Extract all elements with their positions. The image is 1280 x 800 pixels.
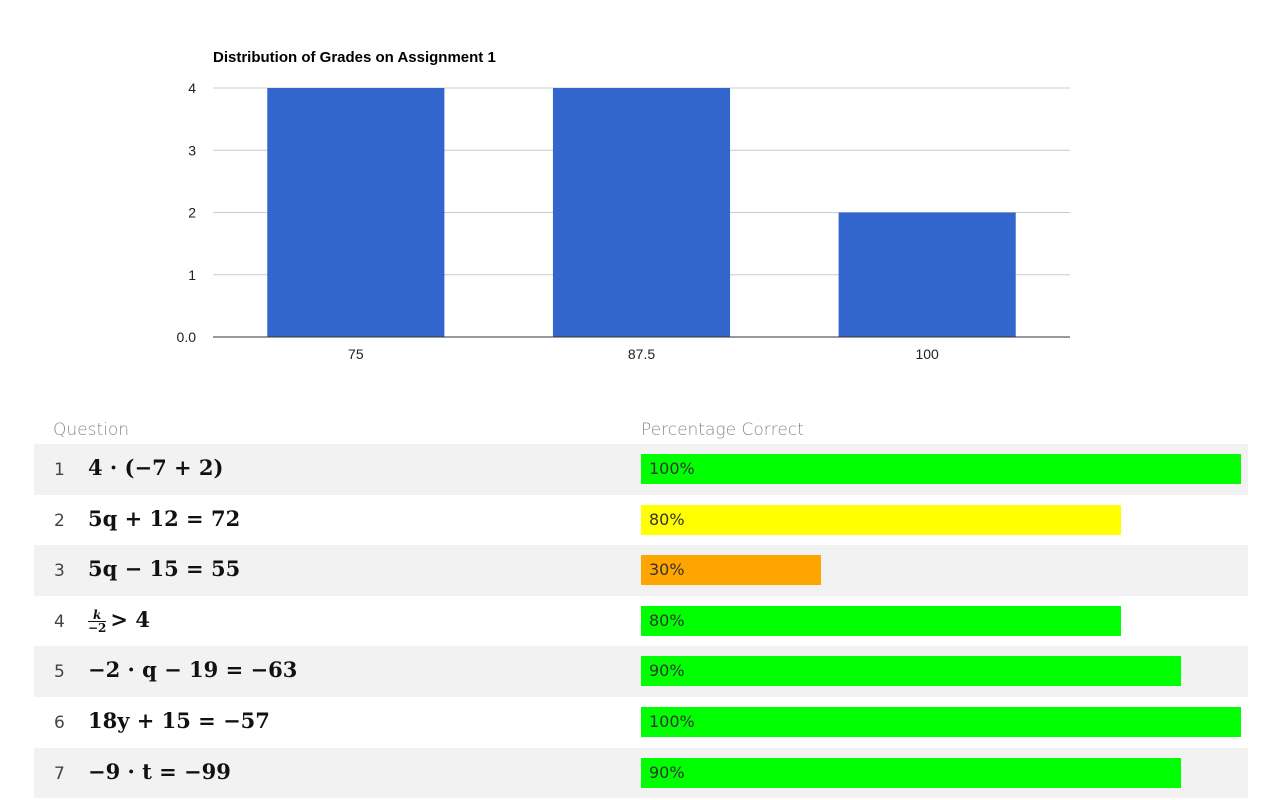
y-tick-label: 4 bbox=[188, 80, 196, 96]
question-expression: 5q + 12 = 72 bbox=[88, 505, 241, 531]
question-results-table: Question Percentage Correct 1 4 · (−7 + 2… bbox=[34, 416, 1248, 799]
fraction: k −2 bbox=[88, 609, 107, 635]
chart-svg: Distribution of Grades on Assignment 1 0… bbox=[177, 49, 1070, 362]
table-row: 5 −2 · q − 19 = −63 90% bbox=[34, 646, 1248, 697]
y-tick-label: 2 bbox=[188, 205, 196, 221]
percentage-label: 100% bbox=[649, 459, 695, 478]
question-number: 1 bbox=[54, 460, 65, 480]
percentage-bar-track: 80% bbox=[641, 605, 1241, 636]
question-number: 5 bbox=[54, 662, 65, 683]
question-expression: 4 · (−7 + 2) bbox=[88, 455, 224, 480]
question-column-header: Question bbox=[53, 420, 130, 440]
question-number: 4 bbox=[54, 611, 65, 632]
percentage-bar bbox=[641, 757, 1181, 788]
percentage-bar bbox=[641, 706, 1241, 737]
percentage-label: 100% bbox=[649, 711, 695, 731]
question-number: 6 bbox=[54, 712, 65, 733]
y-tick-label: 0.0 bbox=[177, 329, 197, 345]
bar-75 bbox=[267, 88, 445, 337]
table-row: 7 −9 · t = −99 90% bbox=[34, 747, 1248, 799]
table-row: 1 4 · (−7 + 2) 100% bbox=[34, 444, 1248, 495]
x-axis-ticks: 75 87.5 100 bbox=[348, 346, 939, 362]
fraction-denominator: −2 bbox=[88, 620, 107, 635]
percentage-bar-track: 90% bbox=[641, 757, 1241, 788]
percentage-bar bbox=[641, 555, 821, 586]
table-header: Question Percentage Correct bbox=[34, 416, 1248, 444]
grade-distribution-chart: Distribution of Grades on Assignment 1 0… bbox=[0, 0, 1280, 390]
question-expression: −9 · t = −99 bbox=[88, 758, 231, 784]
percentage-bar bbox=[641, 605, 1121, 636]
question-expression: −2 · q − 19 = −63 bbox=[88, 657, 298, 683]
question-expression: 5q − 15 = 55 bbox=[88, 556, 241, 582]
table-row: 3 5q − 15 = 55 30% bbox=[34, 545, 1248, 596]
chart-title: Distribution of Grades on Assignment 1 bbox=[213, 49, 496, 66]
x-tick-label: 75 bbox=[348, 346, 364, 362]
percentage-bar-track: 100% bbox=[641, 454, 1241, 484]
bar-87.5 bbox=[552, 88, 731, 337]
percentage-bar-track: 80% bbox=[641, 504, 1241, 535]
question-number: 7 bbox=[54, 763, 65, 784]
percentage-label: 30% bbox=[649, 560, 685, 580]
percentage-label: 90% bbox=[649, 661, 685, 681]
percentage-label: 80% bbox=[649, 509, 685, 529]
table-row: 2 5q + 12 = 72 80% bbox=[34, 495, 1248, 546]
chart-bars bbox=[267, 88, 1016, 337]
percentage-bar bbox=[641, 504, 1121, 535]
x-tick-label: 100 bbox=[915, 346, 939, 362]
expression-rest: > 4 bbox=[110, 606, 150, 632]
percentage-label: 80% bbox=[649, 610, 685, 630]
percentage-bar bbox=[641, 454, 1241, 484]
question-expression: k −2 > 4 bbox=[88, 607, 150, 634]
percentage-bar-track: 30% bbox=[641, 555, 1241, 586]
percentage-bar bbox=[641, 656, 1181, 687]
table-row: 4 k −2 > 4 80% bbox=[34, 596, 1248, 647]
table-rows: 1 4 · (−7 + 2) 100% 2 5q + 12 = 72 80% 3 5q − 1… bbox=[34, 444, 1248, 799]
question-expression: 18y + 15 = −57 bbox=[88, 707, 270, 733]
percentage-label: 90% bbox=[649, 762, 685, 782]
percentage-bar-track: 90% bbox=[641, 656, 1241, 687]
bar-100 bbox=[838, 212, 1016, 337]
percentage-bar-track: 100% bbox=[641, 706, 1241, 737]
table-row: 6 18y + 15 = −57 100% bbox=[34, 697, 1248, 748]
y-axis-ticks: 0.0 1 2 3 4 bbox=[177, 80, 197, 345]
fraction-numerator: k bbox=[88, 609, 107, 622]
question-number: 3 bbox=[54, 561, 65, 582]
question-number: 2 bbox=[54, 510, 65, 531]
y-tick-label: 3 bbox=[188, 142, 196, 158]
x-tick-label: 87.5 bbox=[628, 346, 655, 362]
y-tick-label: 1 bbox=[188, 267, 196, 283]
percentage-correct-column-header: Percentage Correct bbox=[641, 420, 804, 440]
